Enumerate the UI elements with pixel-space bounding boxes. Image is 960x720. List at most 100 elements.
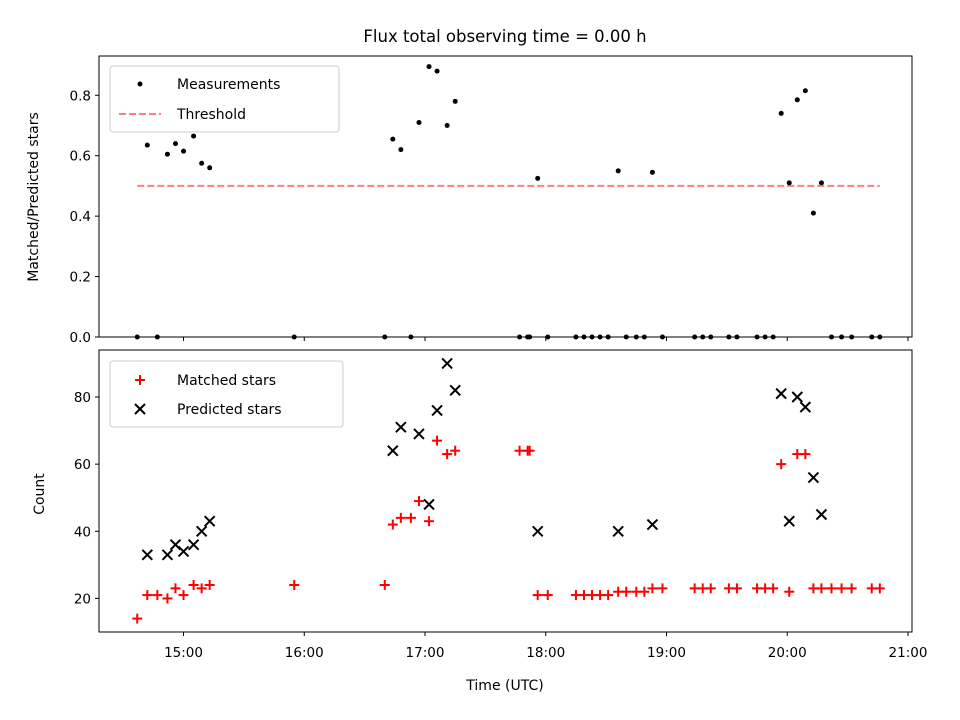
matched-star-point	[450, 445, 461, 456]
x-tick-label: 20:00	[768, 645, 807, 661]
matched-star-point	[776, 459, 787, 470]
measurement-point	[535, 175, 541, 181]
matched-star-point	[647, 583, 658, 594]
predicted-star-point	[783, 515, 795, 527]
matched-star-point	[657, 583, 668, 594]
top-y-tick-label: 0.4	[70, 209, 91, 225]
predicted-star-point	[395, 421, 407, 433]
top-axes: 0.0 0.2 0.4 0.6 0.8	[70, 88, 909, 346]
matched-star-point	[204, 580, 215, 590]
bottom-panel: 15:00 16:00 17:00 18:00 19:00 20:00 21:00 20 40 6…	[32, 349, 928, 694]
matched-star-point	[524, 445, 535, 456]
bottom-plot-marks	[132, 357, 885, 624]
matched-star-point	[442, 449, 453, 460]
matched-star-point	[846, 583, 857, 594]
measurement-point	[794, 97, 800, 103]
predicted-star-point	[531, 525, 544, 537]
x-tick-label: 17:00	[406, 645, 445, 661]
measurement-point	[802, 88, 808, 94]
matched-star-point	[132, 613, 143, 624]
bottom-y-axis-label: Count	[32, 473, 48, 515]
top-legend-box	[109, 65, 340, 133]
bottom-legend-box	[109, 360, 344, 428]
predicted-star-point	[807, 471, 820, 484]
predicted-star-point	[161, 549, 174, 561]
matched-star-point	[170, 583, 181, 594]
x-tick-label: 19:00	[647, 645, 686, 661]
measurement-point	[786, 180, 792, 186]
matched-star-point	[532, 590, 543, 601]
x-axis-label: Time (UTC)	[465, 678, 543, 694]
measurement-point	[444, 122, 450, 128]
matched-star-point	[432, 435, 443, 446]
measurement-point	[144, 142, 150, 148]
matched-star-point	[731, 583, 742, 594]
legend-measurements-marker	[137, 81, 143, 87]
bottom-axes: 15:00 16:00 17:00 18:00 19:00 20:00 21:00 20 40 6…	[74, 390, 928, 661]
predicted-star-point	[815, 508, 828, 521]
predicted-star-point	[646, 518, 659, 531]
matched-star-point	[152, 590, 163, 601]
legend-threshold-label: Threshold	[176, 107, 246, 123]
predicted-star-point	[612, 525, 624, 537]
measurement-point	[615, 168, 621, 174]
predicted-star-point	[449, 384, 461, 396]
bottom-legend: Matched stars Predicted stars	[109, 360, 344, 428]
measurement-point	[452, 98, 458, 104]
measurement-point	[207, 165, 213, 171]
matched-star-point	[142, 590, 153, 601]
measurement-point	[390, 136, 396, 142]
measurement-point	[199, 160, 205, 166]
measurement-point	[818, 180, 824, 186]
predicted-star-point	[423, 498, 435, 511]
measurement-point	[398, 147, 404, 153]
predicted-star-point	[141, 549, 154, 561]
matched-star-point	[836, 583, 847, 594]
matched-star-point	[162, 593, 173, 604]
predicted-star-point	[441, 357, 453, 370]
x-tick-label: 15:00	[164, 645, 203, 661]
measurement-point	[778, 110, 784, 116]
measurement-point	[426, 64, 432, 70]
matched-star-point	[784, 586, 795, 597]
matched-star-point	[289, 580, 300, 590]
matched-star-point	[603, 590, 614, 601]
top-y-tick-label: 0.0	[70, 330, 91, 346]
predicted-star-point	[413, 428, 425, 440]
x-tick-label: 16:00	[285, 645, 324, 661]
legend-matched-label: Matched stars	[177, 373, 276, 389]
predicted-star-point	[195, 525, 208, 537]
bottom-y-tick-label: 20	[74, 591, 91, 607]
predicted-star-point	[387, 445, 399, 457]
measurement-point	[191, 133, 197, 139]
predicted-star-point	[791, 391, 804, 403]
matched-star-point	[874, 583, 885, 594]
predicted-star-point	[775, 387, 787, 400]
measurement-point	[172, 141, 178, 147]
x-tick-label: 18:00	[526, 645, 565, 661]
predicted-star-point	[431, 404, 443, 417]
matched-star-point	[424, 516, 435, 527]
top-y-tick-label: 0.6	[70, 149, 91, 165]
matched-star-point	[816, 583, 827, 594]
matched-star-point	[621, 586, 632, 597]
legend-measurements-label: Measurements	[177, 77, 280, 93]
measurement-point	[416, 119, 422, 125]
top-panel: 0.00.20.40.60.8 Matched/Predicted stars …	[26, 55, 913, 346]
top-y-tick-label: 0.8	[70, 88, 91, 104]
matched-star-point	[639, 586, 650, 597]
x-tick-label: 21:00	[889, 645, 928, 661]
measurement-point	[181, 148, 187, 154]
measurement-point	[434, 68, 440, 74]
matched-star-point	[413, 496, 424, 507]
matched-star-point	[188, 580, 199, 590]
predicted-star-point	[203, 515, 216, 527]
predicted-star-point	[187, 539, 200, 551]
bottom-y-tick-label: 40	[74, 524, 91, 540]
matched-star-point	[800, 449, 811, 460]
matched-star-point	[768, 583, 779, 594]
matched-star-point	[178, 590, 189, 601]
matched-star-point	[405, 512, 416, 523]
matched-star-point	[542, 590, 553, 601]
